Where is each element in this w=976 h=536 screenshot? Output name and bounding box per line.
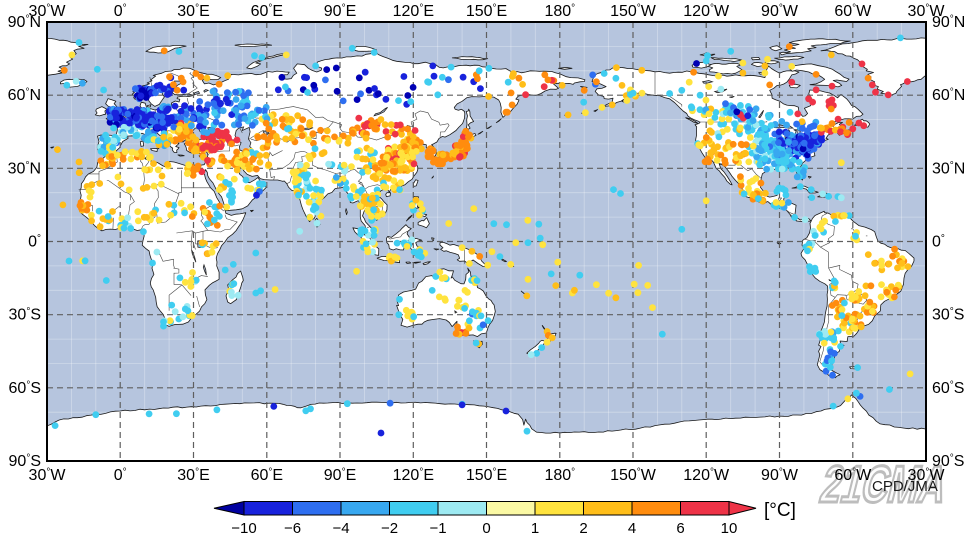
svg-text:30°N: 30°N — [8, 160, 41, 177]
svg-text:90°S: 90°S — [932, 453, 964, 470]
svg-text:−6: −6 — [284, 520, 301, 536]
svg-text:60°W: 60°W — [834, 467, 872, 484]
svg-text:150°W: 150°W — [610, 3, 657, 20]
svg-text:30°W: 30°W — [908, 467, 946, 484]
svg-text:60°E: 60°E — [251, 3, 283, 20]
svg-text:30°W: 30°W — [29, 467, 67, 484]
svg-text:90°E: 90°E — [324, 3, 356, 20]
svg-text:90°N: 90°N — [932, 14, 965, 31]
svg-text:60°N: 60°N — [932, 87, 965, 104]
svg-text:150°E: 150°E — [466, 467, 507, 484]
svg-text:−10: −10 — [231, 520, 256, 536]
svg-text:21CMA: 21CMA — [815, 456, 953, 514]
svg-text:0: 0 — [482, 520, 490, 536]
svg-text:60°S: 60°S — [932, 380, 964, 397]
svg-text:90°S: 90°S — [9, 453, 41, 470]
svg-text:30°S: 30°S — [932, 307, 964, 324]
svg-text:120°W: 120°W — [683, 3, 730, 20]
svg-text:60°N: 60°N — [8, 87, 41, 104]
svg-text:4: 4 — [628, 520, 636, 536]
svg-text:−4: −4 — [332, 520, 349, 536]
svg-text:180°: 180° — [544, 467, 575, 484]
svg-text:10: 10 — [721, 520, 738, 536]
svg-text:30°W: 30°W — [908, 3, 946, 20]
svg-text:90°N: 90°N — [8, 14, 41, 31]
svg-text:180°: 180° — [544, 3, 575, 20]
svg-text:120°W: 120°W — [683, 467, 730, 484]
svg-text:120°E: 120°E — [393, 3, 434, 20]
svg-text:90°E: 90°E — [324, 467, 356, 484]
svg-text:60°W: 60°W — [834, 3, 872, 20]
svg-text:150°W: 150°W — [610, 467, 657, 484]
svg-text:30°W: 30°W — [29, 3, 67, 20]
svg-text:6: 6 — [676, 520, 684, 536]
svg-text:30°E: 30°E — [177, 467, 209, 484]
svg-text:90°W: 90°W — [761, 3, 799, 20]
svg-text:−2: −2 — [381, 520, 398, 536]
svg-text:30°N: 30°N — [932, 160, 965, 177]
svg-text:120°E: 120°E — [393, 467, 434, 484]
svg-text:30°S: 30°S — [9, 307, 41, 324]
svg-text:30°E: 30°E — [177, 3, 209, 20]
svg-text:1: 1 — [531, 520, 539, 536]
svg-text:150°E: 150°E — [466, 3, 507, 20]
svg-text:90°W: 90°W — [761, 467, 799, 484]
svg-text:60°S: 60°S — [9, 380, 41, 397]
svg-text:[°C]: [°C] — [764, 500, 796, 521]
svg-text:60°E: 60°E — [251, 467, 283, 484]
svg-text:CPD/JMA: CPD/JMA — [872, 478, 938, 495]
svg-text:−1: −1 — [429, 520, 446, 536]
svg-text:2: 2 — [579, 520, 587, 536]
